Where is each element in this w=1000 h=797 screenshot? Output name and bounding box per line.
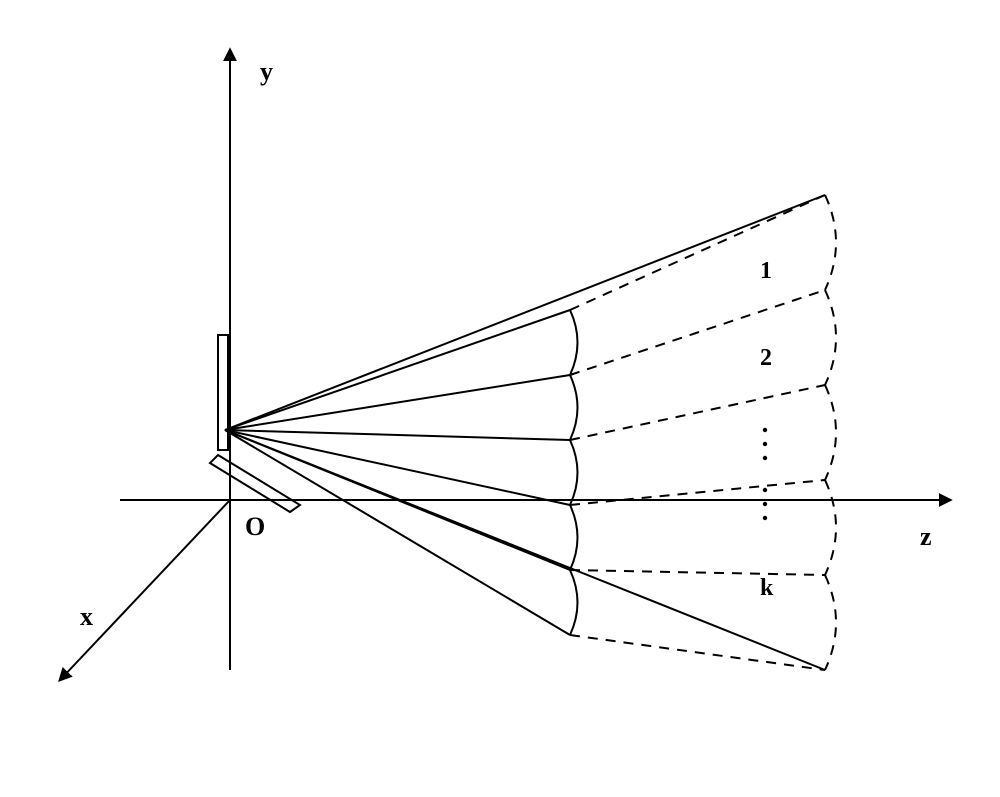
beam-depth-line-6 [570, 635, 825, 670]
antenna-vertical-element [218, 335, 228, 450]
beam-ray-front-2 [225, 375, 570, 430]
beam-depth-line-5 [570, 570, 825, 575]
beam-front-arc-3 [570, 440, 578, 505]
beam-back-arc-3 [825, 385, 836, 480]
beam-ray-front-6 [225, 430, 570, 635]
beam-depth-line-2 [570, 290, 825, 375]
x-axis [60, 500, 230, 680]
beam-ray-front-4 [225, 430, 570, 505]
vdots-2-dot-1 [763, 488, 767, 492]
vdots-1-dot-3 [763, 456, 767, 460]
vdots-2-dot-3 [763, 516, 767, 520]
beam-depth-line-3 [570, 385, 825, 440]
beam-back-arc-1 [825, 195, 836, 290]
beam-front-arc-5 [570, 570, 578, 635]
beam-back-arc-2 [825, 290, 836, 385]
beam-label-3: k [760, 575, 774, 601]
origin-label: O [245, 512, 265, 541]
vdots-2-dot-2 [763, 502, 767, 506]
beam-depth-line-4 [570, 480, 825, 505]
beam-front-arc-2 [570, 375, 578, 440]
beam-envelope-bottom [225, 430, 825, 670]
z-axis-label: z [920, 522, 932, 551]
beam-label-1: 1 [760, 258, 772, 284]
antenna-oblique-element [210, 455, 300, 512]
diagram-canvas: y z x O 1 2 k [0, 0, 1000, 797]
beam-ray-front-1 [225, 310, 570, 430]
beam-front-arc-1 [570, 310, 578, 375]
beam-depth-line-1 [570, 195, 825, 310]
y-axis-label: y [260, 57, 273, 86]
vdots-1-dot-1 [763, 428, 767, 432]
beam-envelope-top [225, 195, 825, 430]
beam-ray-front-3 [225, 430, 570, 440]
vdots-1-dot-2 [763, 442, 767, 446]
beam-back-arc-4 [825, 480, 836, 575]
beam-back-arc-5 [825, 575, 836, 670]
beam-front-arc-4 [570, 505, 578, 570]
x-axis-label: x [80, 602, 93, 631]
beam-label-2: 2 [760, 345, 772, 371]
